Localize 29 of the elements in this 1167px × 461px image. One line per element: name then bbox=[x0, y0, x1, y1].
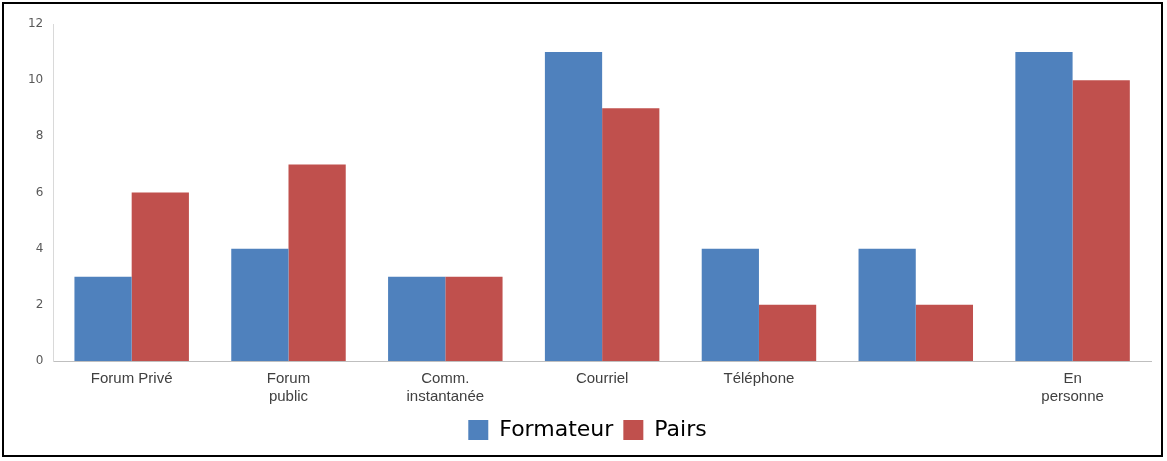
x-tick-label: Forum Privé bbox=[90, 369, 173, 387]
y-tick-label: 2 bbox=[35, 296, 44, 311]
y-tick-label: 10 bbox=[27, 72, 44, 87]
bar bbox=[915, 304, 974, 361]
y-tick-label: 6 bbox=[35, 184, 44, 199]
bar bbox=[858, 248, 916, 361]
bar bbox=[388, 276, 446, 361]
y-tick-label: 4 bbox=[35, 240, 44, 255]
legend-label: Formateur bbox=[499, 415, 615, 441]
x-tick-label: Forum public bbox=[266, 369, 311, 405]
x-tick-label: Comm. instantanée bbox=[406, 369, 485, 405]
legend-label: Pairs bbox=[654, 415, 707, 441]
bar bbox=[701, 248, 759, 361]
bar bbox=[74, 276, 132, 361]
bar bbox=[445, 276, 503, 361]
bar bbox=[544, 52, 603, 361]
x-tick-label: Courriel bbox=[575, 369, 629, 387]
y-tick-label: 12 bbox=[27, 16, 44, 31]
x-tick-label: Téléphone bbox=[723, 369, 795, 387]
y-tick-label: 0 bbox=[35, 353, 44, 368]
bar bbox=[602, 108, 660, 361]
bar bbox=[758, 304, 817, 361]
bar bbox=[131, 192, 189, 361]
y-tick-label: 8 bbox=[35, 128, 44, 143]
x-tick-label: En personne bbox=[1041, 369, 1104, 405]
bar bbox=[1015, 52, 1073, 361]
bar bbox=[231, 248, 289, 361]
bar bbox=[1072, 80, 1130, 361]
bar bbox=[288, 164, 346, 361]
